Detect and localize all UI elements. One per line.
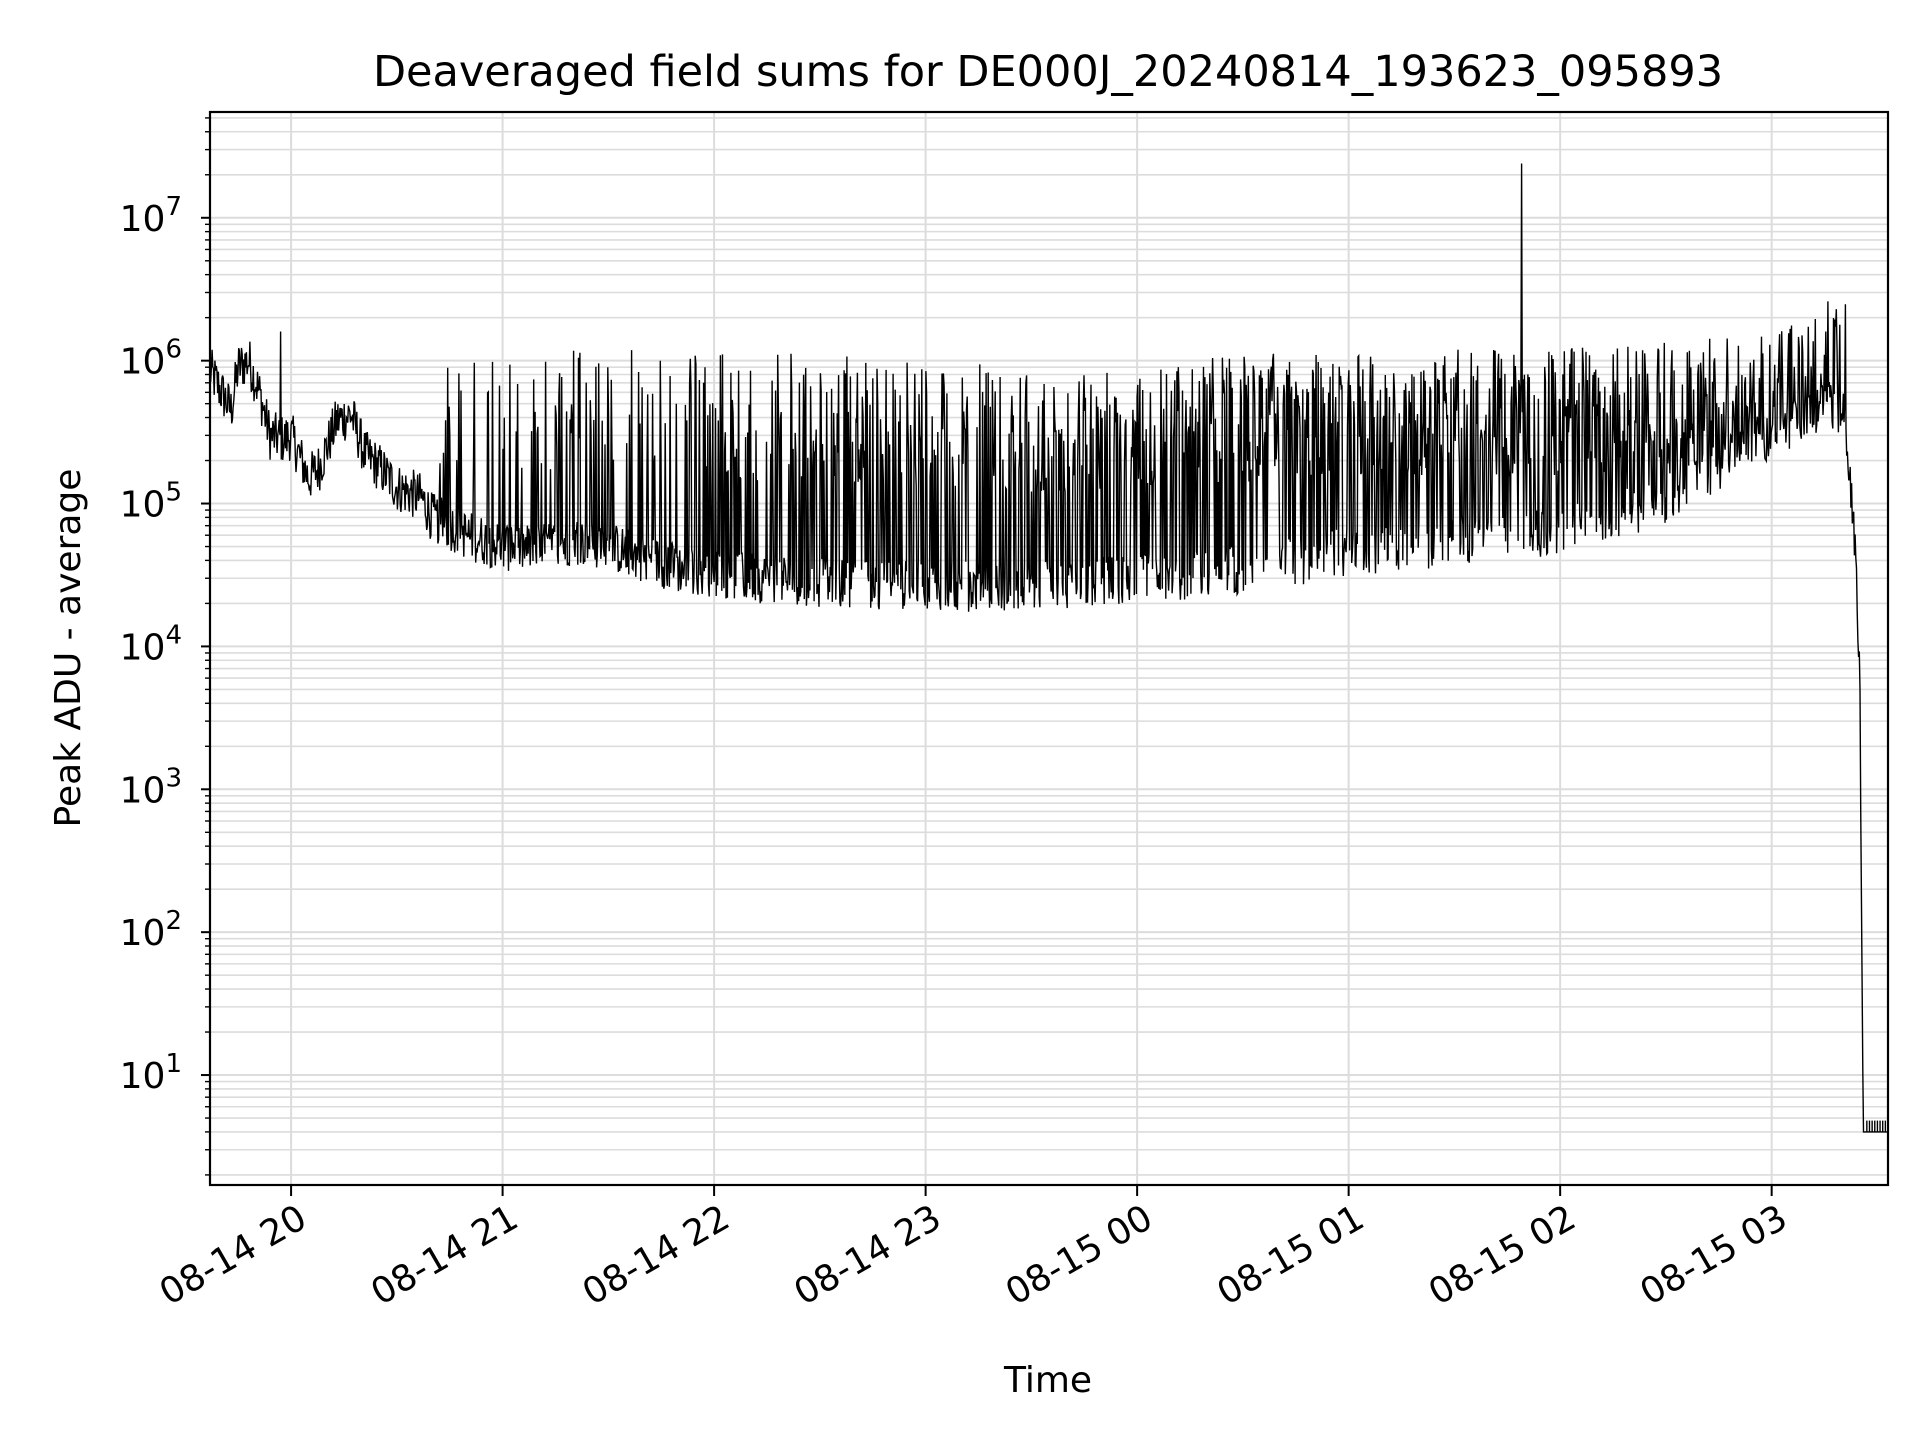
plot-frame bbox=[208, 110, 1890, 1187]
y-tick-label: 106 bbox=[120, 335, 182, 383]
y-tick-label: 103 bbox=[120, 763, 182, 811]
y-tick-label: 107 bbox=[120, 192, 182, 240]
y-tick-label: 101 bbox=[120, 1049, 182, 1097]
chart-title: Deaveraged field sums for DE000J_2024081… bbox=[373, 47, 1723, 97]
data-layer bbox=[209, 163, 1888, 1133]
grid-layer bbox=[210, 112, 1888, 1185]
y-tick-label: 104 bbox=[120, 620, 182, 668]
series-line bbox=[209, 163, 1888, 1133]
y-axis-label: Peak ADU - average bbox=[48, 469, 89, 828]
y-tick-label: 102 bbox=[120, 906, 182, 954]
y-tick-label: 105 bbox=[120, 478, 182, 526]
x-axis-label: Time bbox=[1003, 1360, 1092, 1401]
